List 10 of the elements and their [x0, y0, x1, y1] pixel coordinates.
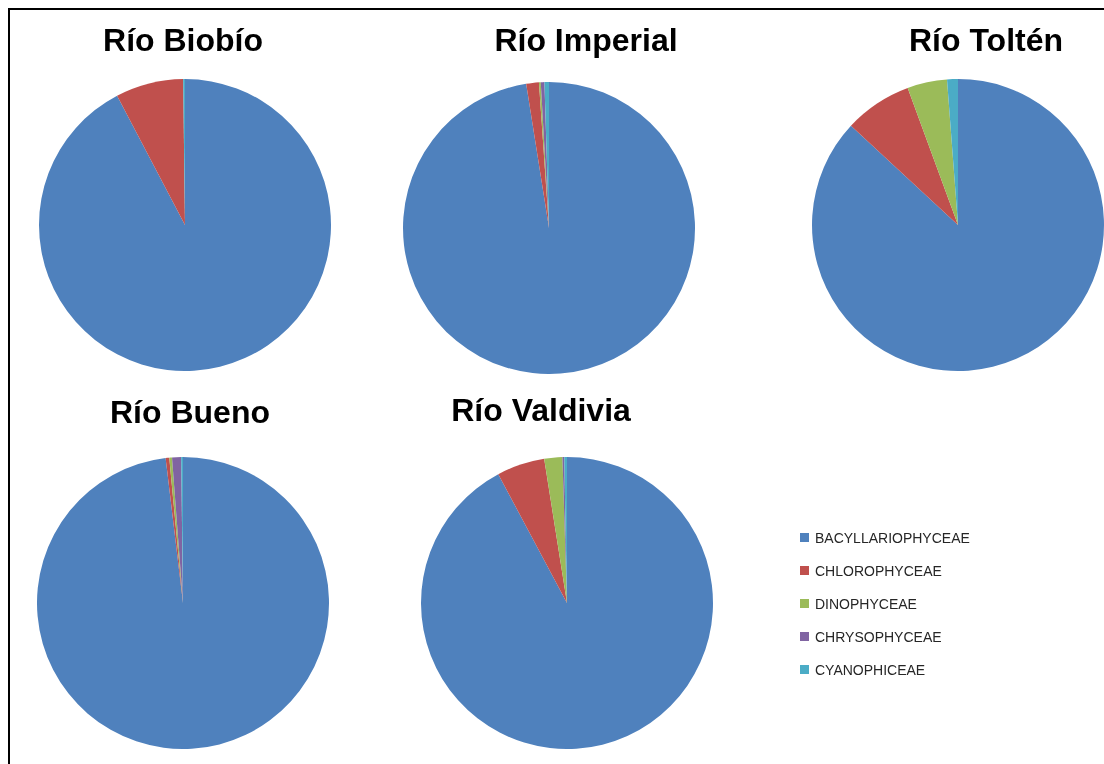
- legend-label: CHLOROPHYCEAE: [815, 562, 942, 579]
- chart-title: Río Imperial: [494, 21, 678, 59]
- legend-label: CHRYSOPHYCEAE: [815, 628, 942, 645]
- chart-title: Río Valdivia: [451, 391, 631, 429]
- legend-label: DINOPHYCEAE: [815, 595, 917, 612]
- legend-label: BACYLLARIOPHYCEAE: [815, 529, 970, 546]
- chart-title: Río Bueno: [110, 393, 270, 431]
- chart-title: Río Biobío: [103, 21, 263, 59]
- chart-title: Río Toltén: [908, 21, 1064, 59]
- legend-label: CYANOPHICEAE: [815, 661, 926, 678]
